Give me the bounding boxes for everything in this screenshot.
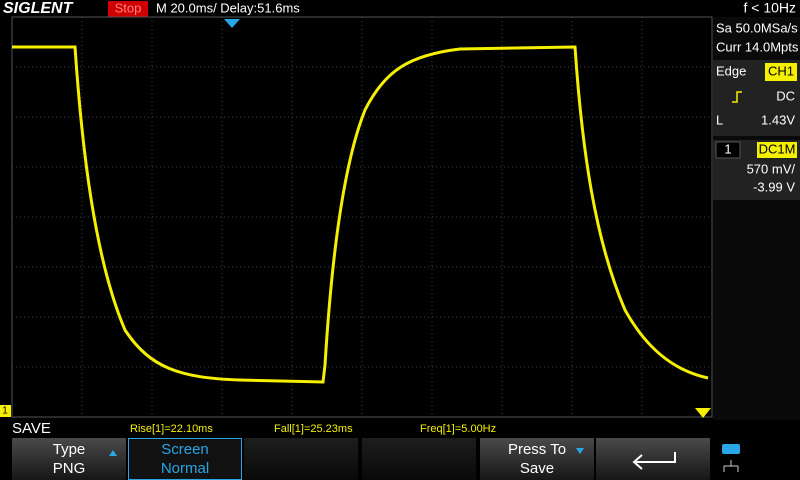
- measurement: Fall[1]=25.23ms: [274, 423, 353, 435]
- channel-coupling: DC1M: [759, 141, 796, 156]
- measurement: Rise[1]=22.10ms: [130, 423, 213, 435]
- button-label: Screen: [161, 441, 209, 458]
- trigger-position-marker: [224, 19, 240, 28]
- channel-marker: 1: [2, 406, 8, 417]
- channel-scale: 570 mV/: [747, 161, 796, 176]
- button-back[interactable]: [596, 438, 710, 480]
- trigger-source: CH1: [768, 63, 794, 78]
- button-bg: [480, 438, 594, 480]
- button-bg: [596, 438, 710, 480]
- brand: SIGLENT: [3, 0, 74, 17]
- button-value: Normal: [161, 460, 209, 477]
- trigger-source-box: [765, 63, 797, 81]
- button-label: Press To: [508, 441, 566, 458]
- timebase: M 20.0ms/ Delay:51.6ms: [156, 0, 300, 15]
- network-icon: [723, 460, 739, 472]
- trigger-coupling: DC: [776, 88, 795, 103]
- channel-marker-box: [0, 405, 11, 417]
- frequency-counter: f < 10Hz: [743, 0, 796, 16]
- menu-title: SAVE: [12, 420, 51, 437]
- measurement: Freq[1]=5.00Hz: [420, 423, 496, 435]
- trigger-level-label: L: [716, 112, 723, 127]
- button-save[interactable]: Press To Save: [480, 438, 594, 480]
- run-status: Stop: [115, 0, 142, 15]
- empty-button: [244, 438, 358, 480]
- back-icon: [632, 452, 676, 470]
- button-arrow: [109, 450, 117, 456]
- usb-icon: [722, 444, 740, 454]
- button-screen[interactable]: Screen Normal: [128, 438, 242, 480]
- memory-depth: Curr 14.0Mpts: [716, 39, 799, 54]
- status-box: [108, 1, 148, 17]
- button-label: Type: [53, 441, 86, 458]
- channel-number-box: [715, 141, 741, 159]
- channel-number: 1: [724, 141, 731, 156]
- button-value: Save: [520, 460, 554, 477]
- button-value: PNG: [53, 460, 86, 477]
- trigger-type: Edge: [716, 63, 746, 78]
- trigger-slope-icon: [732, 91, 742, 103]
- button-bg: [128, 438, 242, 480]
- button-type[interactable]: Type PNG: [12, 438, 126, 480]
- trigger-level: 1.43V: [761, 112, 795, 127]
- waveform: [12, 45, 709, 384]
- sample-rate: Sa 50.0MSa/s: [716, 20, 798, 35]
- empty-button: [362, 438, 476, 480]
- button-bg: [12, 438, 126, 480]
- channel-coupling-box: [757, 142, 797, 158]
- grid: [11, 16, 713, 418]
- channel-offset: -3.99 V: [753, 179, 795, 194]
- button-arrow: [576, 448, 584, 454]
- trigger-level-marker: [695, 408, 711, 418]
